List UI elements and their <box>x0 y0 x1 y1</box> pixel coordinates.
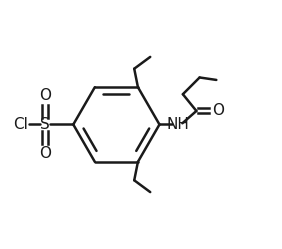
Text: O: O <box>212 103 224 119</box>
Text: NH: NH <box>167 117 190 132</box>
Text: S: S <box>40 117 50 132</box>
Text: Cl: Cl <box>13 117 28 132</box>
Text: O: O <box>39 88 51 103</box>
Text: O: O <box>39 146 51 161</box>
